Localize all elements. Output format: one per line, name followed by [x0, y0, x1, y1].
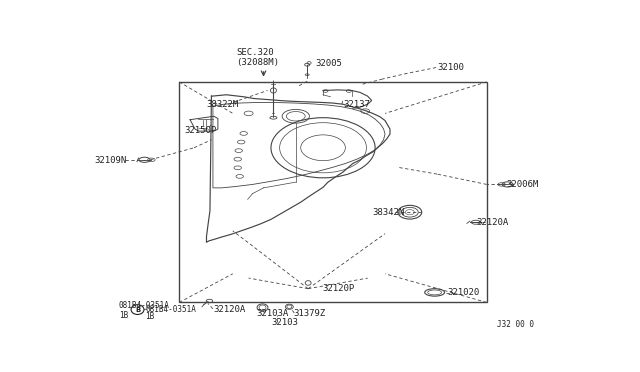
Text: 32103: 32103 — [271, 318, 298, 327]
Text: J32 00 0: J32 00 0 — [497, 320, 534, 329]
Text: B: B — [135, 307, 140, 312]
Bar — [179, 82, 486, 302]
Text: 081B4-0351A
1B: 081B4-0351A 1B — [118, 301, 170, 320]
Text: 1B: 1B — [145, 312, 155, 321]
Text: 32150P: 32150P — [184, 126, 216, 135]
Text: 321020: 321020 — [447, 288, 479, 298]
Text: 38342N: 38342N — [372, 208, 405, 217]
Text: 32120A: 32120A — [477, 218, 509, 227]
Text: 081B4-0351A: 081B4-0351A — [145, 305, 196, 314]
Text: 32109N: 32109N — [94, 156, 126, 165]
Text: 32100: 32100 — [437, 63, 464, 72]
Text: 32137: 32137 — [343, 100, 370, 109]
Text: 38322M: 38322M — [207, 100, 239, 109]
Text: 32120A: 32120A — [213, 305, 245, 314]
Text: 32006M: 32006M — [507, 180, 539, 189]
Text: 32120P: 32120P — [322, 284, 355, 293]
Text: 31379Z: 31379Z — [293, 308, 326, 318]
Text: 32103A: 32103A — [257, 308, 289, 318]
Text: SEC.320
(32088M): SEC.320 (32088M) — [236, 48, 279, 67]
Text: 32005: 32005 — [316, 59, 342, 68]
